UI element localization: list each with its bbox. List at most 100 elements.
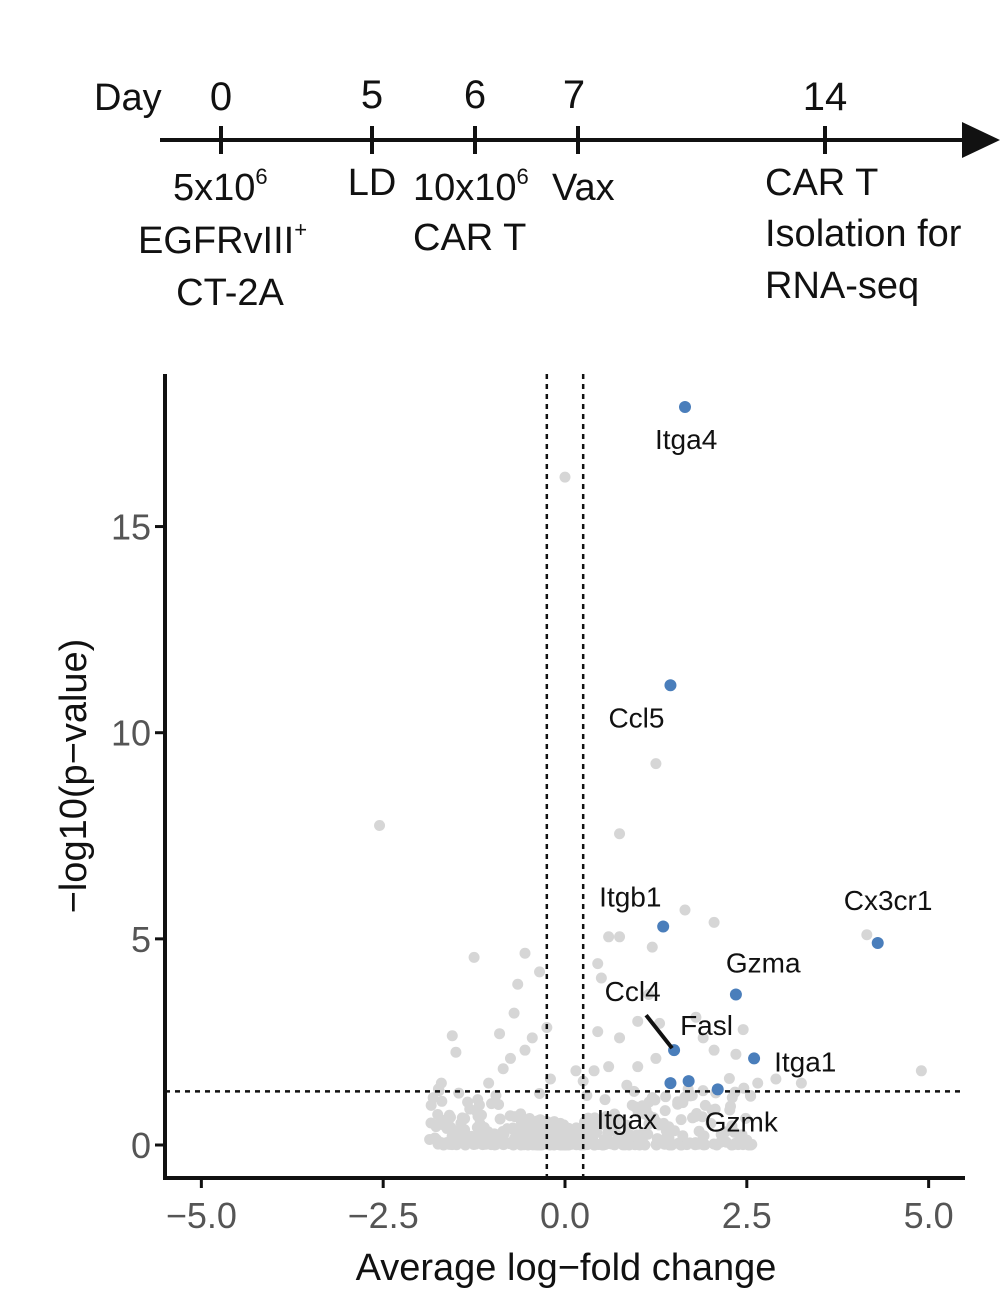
background-point bbox=[603, 1126, 615, 1138]
background-point bbox=[599, 1094, 611, 1106]
background-point bbox=[494, 1113, 506, 1125]
background-point bbox=[861, 929, 873, 941]
point-ccl4 bbox=[682, 1075, 695, 1088]
timeline-day-0: 0 bbox=[210, 75, 232, 119]
background-point bbox=[740, 1135, 752, 1147]
background-point bbox=[519, 947, 531, 959]
background-point bbox=[699, 1099, 711, 1111]
background-point bbox=[450, 1046, 462, 1058]
background-point bbox=[646, 1092, 658, 1104]
background-point bbox=[463, 1132, 475, 1144]
background-point bbox=[462, 1096, 474, 1108]
event-day-7-line-1: Vax bbox=[552, 167, 615, 209]
point-itgax bbox=[664, 1077, 677, 1090]
x-tick-label: 0.0 bbox=[540, 1195, 590, 1236]
background-point bbox=[453, 1087, 465, 1099]
fasl-leader-line bbox=[644, 1013, 674, 1050]
background-point bbox=[740, 1112, 752, 1124]
y-tick-label: 5 bbox=[131, 919, 151, 960]
background-point bbox=[681, 1139, 693, 1151]
gene-label-gzma: Gzma bbox=[726, 948, 801, 979]
background-point bbox=[522, 1136, 534, 1148]
background-point bbox=[711, 1139, 723, 1151]
background-point bbox=[672, 1096, 684, 1108]
point-gzmk bbox=[711, 1083, 724, 1096]
background-point bbox=[508, 1007, 520, 1019]
background-point bbox=[556, 1139, 568, 1151]
background-point bbox=[915, 1065, 927, 1077]
y-tick-label: 15 bbox=[111, 507, 151, 548]
background-point bbox=[752, 1077, 764, 1089]
background-point bbox=[490, 1090, 502, 1102]
event-day-5-line-1: LD bbox=[348, 162, 397, 204]
background-point bbox=[727, 1139, 739, 1151]
timeline-day-6: 6 bbox=[464, 73, 486, 117]
background-point bbox=[690, 1011, 702, 1023]
background-point bbox=[614, 1032, 626, 1044]
background-point bbox=[744, 1090, 756, 1102]
timeline-day-7: 7 bbox=[563, 73, 585, 117]
background-point bbox=[493, 1098, 505, 1110]
timeline-axis-label: Day bbox=[94, 77, 162, 119]
background-point bbox=[603, 931, 615, 943]
background-point bbox=[374, 819, 386, 831]
background-point bbox=[494, 1028, 506, 1040]
gene-label-cx3cr1: Cx3cr1 bbox=[844, 885, 933, 916]
x-axis-title: Average log−fold change bbox=[356, 1247, 777, 1289]
background-point bbox=[435, 1077, 447, 1089]
background-point bbox=[595, 972, 607, 984]
gene-label-itgax: Itgax bbox=[596, 1104, 657, 1135]
background-point bbox=[677, 1130, 689, 1142]
background-point bbox=[679, 904, 691, 916]
background-point bbox=[495, 1136, 507, 1148]
background-point bbox=[725, 1100, 737, 1112]
x-tick-label: 2.5 bbox=[722, 1195, 772, 1236]
background-point bbox=[632, 1015, 644, 1027]
y-tick-label: 0 bbox=[131, 1125, 151, 1166]
point-ccl5 bbox=[664, 679, 677, 692]
gene-label-itgb1: Itgb1 bbox=[599, 881, 661, 912]
background-point bbox=[534, 966, 546, 978]
highlighted-points bbox=[657, 400, 884, 1096]
background-point bbox=[666, 1139, 678, 1151]
gene-label-itga1: Itga1 bbox=[774, 1046, 836, 1077]
timeline-day-14: 14 bbox=[803, 75, 848, 119]
background-point bbox=[480, 1134, 492, 1146]
volcano-plot: Itga4 Ccl5 Itgb1 Cx3cr1 Gzma Fasl Itga1 Itgax Gz… bbox=[53, 374, 965, 1289]
background-point bbox=[658, 1117, 670, 1129]
background-point bbox=[528, 1124, 540, 1136]
y-tick-label: 10 bbox=[111, 713, 151, 754]
background-point bbox=[526, 1032, 538, 1044]
background-point bbox=[628, 1085, 640, 1097]
background-point bbox=[697, 1130, 709, 1142]
background-point bbox=[516, 1119, 528, 1131]
event-day-0-line-1: 5x106 bbox=[173, 164, 268, 209]
background-point bbox=[505, 1137, 517, 1149]
background-point bbox=[632, 1061, 644, 1073]
background-point bbox=[534, 1087, 546, 1099]
background-point bbox=[642, 1110, 654, 1122]
background-point bbox=[446, 1030, 458, 1042]
background-point bbox=[614, 931, 626, 943]
event-day-14-line-1: CAR T bbox=[765, 162, 878, 204]
background-point bbox=[689, 1111, 701, 1123]
background-point bbox=[643, 989, 655, 1001]
background-point bbox=[468, 951, 480, 963]
background-point bbox=[425, 1099, 437, 1111]
background-point bbox=[565, 1137, 577, 1149]
background-point bbox=[660, 1091, 672, 1103]
gene-label-ccl4: Ccl4 bbox=[605, 976, 661, 1007]
background-point bbox=[675, 1114, 687, 1126]
background-point bbox=[646, 941, 658, 953]
y-axis-title: −log10(p−value) bbox=[53, 639, 95, 914]
background-point bbox=[587, 1134, 599, 1146]
event-day-14-line-3: RNA-seq bbox=[765, 265, 919, 307]
event-day-14-line-2: Isolation for bbox=[765, 213, 962, 255]
background-point bbox=[621, 1079, 633, 1091]
point-itga4 bbox=[679, 400, 691, 413]
gene-label-ccl5: Ccl5 bbox=[608, 702, 664, 733]
background-point bbox=[620, 1119, 632, 1131]
background-point bbox=[592, 1026, 604, 1038]
background-point bbox=[632, 1106, 644, 1118]
gene-labels: Itga4 Ccl5 Itgb1 Cx3cr1 Gzma Fasl Itga1 Itgax Gz… bbox=[596, 424, 932, 1137]
